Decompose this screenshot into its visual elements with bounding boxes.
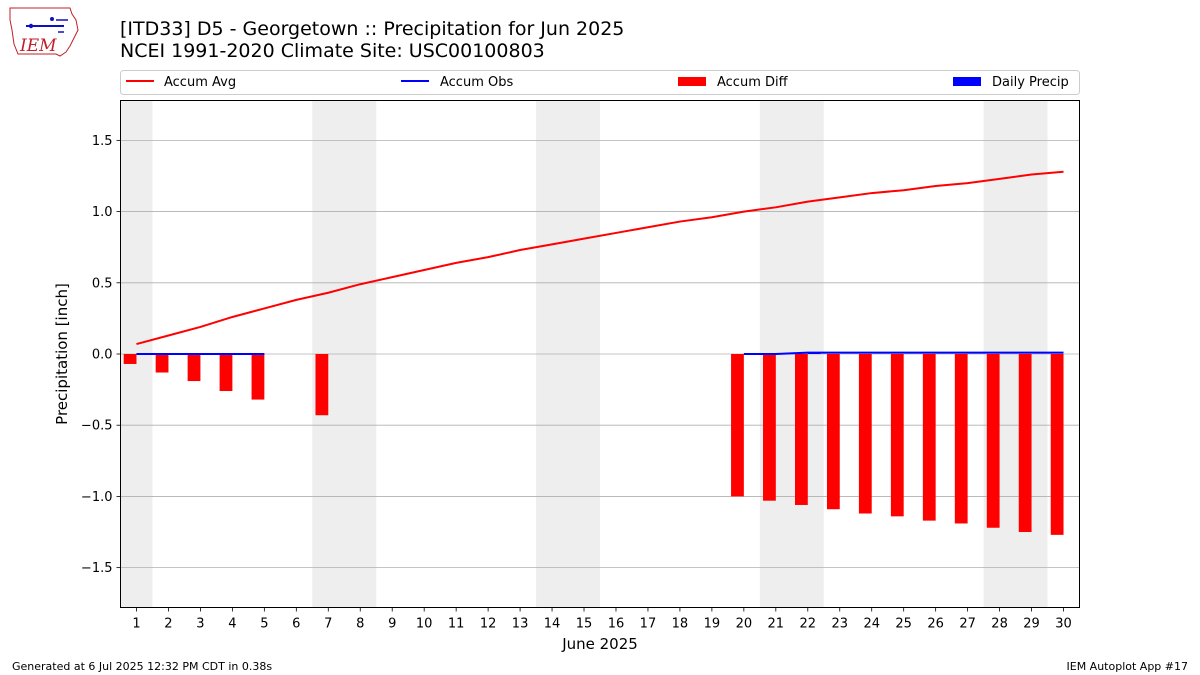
x-axis-ticks: 1 2 3 4 5 6 7 8 9 10 11 12 13 14 15 16 17 18 19 20 21 22 23 24 2… [132, 607, 1072, 632]
accum-diff-bar-day-2 [155, 354, 169, 373]
chart-title: [ITD33] D5 - Georgetown :: Precipitation… [120, 18, 624, 40]
app-credit: IEM Autoplot App #17 [1067, 660, 1189, 673]
x-tick-label: 3 [196, 617, 204, 632]
x-tick-label: 22 [800, 617, 817, 632]
y-tick-label: 0.0 [92, 348, 113, 363]
accum-obs-lines [136, 351, 1064, 355]
y-axis-ticks: −1.5 −1.0 −0.5 0.0 0.5 1.0 1.5 [81, 134, 121, 576]
generated-timestamp: Generated at 6 Jul 2025 12:32 PM CDT in … [12, 660, 272, 673]
x-tick-label: 14 [544, 617, 561, 632]
legend-item-accum-diff: Accum Diff [678, 75, 789, 90]
x-tick-label: 11 [448, 617, 465, 632]
x-tick-label: 1 [132, 617, 140, 632]
y-tick-label: 1.5 [92, 134, 113, 149]
legend-label-daily-precip: Daily Precip [992, 75, 1069, 90]
x-tick-label: 17 [640, 617, 657, 632]
accum-avg-line [136, 170, 1064, 345]
x-axis-label: June 2025 [561, 635, 638, 653]
accum-diff-bar-day-28 [986, 354, 1000, 528]
accum-diff-bars [123, 354, 1064, 535]
x-tick-label: 25 [895, 617, 912, 632]
legend-label-accum-avg: Accum Avg [164, 75, 236, 90]
accum-diff-bar-day-5 [251, 354, 265, 400]
x-tick-label: 6 [292, 617, 300, 632]
iem-logo: IEM [9, 7, 79, 57]
legend-item-accum-avg: Accum Avg [126, 75, 236, 90]
accum-diff-bar-day-4 [219, 354, 233, 392]
y-gridlines [120, 139, 1080, 569]
x-tick-label: 29 [1023, 617, 1040, 632]
accum-diff-bar-day-22 [794, 354, 808, 505]
x-tick-label: 20 [736, 617, 753, 632]
x-tick-label: 28 [991, 617, 1008, 632]
accum-diff-bar-day-7 [315, 354, 329, 416]
y-tick-label: −1.5 [81, 561, 113, 576]
legend-item-accum-obs: Accum Obs [401, 75, 513, 90]
x-tick-label: 8 [356, 617, 364, 632]
y-tick-label: 0.5 [92, 276, 113, 291]
accum-diff-bar-day-1 [123, 354, 137, 364]
chart-subtitle: NCEI 1991-2020 Climate Site: USC00100803 [120, 40, 545, 62]
accum-diff-bar-day-24 [858, 354, 872, 514]
accum-diff-bar-day-30 [1050, 354, 1064, 535]
x-tick-label: 5 [260, 617, 268, 632]
legend-label-accum-diff: Accum Diff [717, 75, 789, 90]
x-tick-label: 26 [927, 617, 944, 632]
x-tick-label: 7 [324, 617, 332, 632]
accum-diff-bar-day-20 [731, 354, 744, 497]
legend: Accum Avg Accum Obs Accum Diff Daily Pre… [120, 70, 1080, 95]
accum-diff-bar-day-21 [763, 354, 776, 501]
x-tick-label: 21 [768, 617, 785, 632]
logo-text: IEM [19, 36, 57, 56]
x-tick-label: 12 [480, 617, 497, 632]
x-tick-label: 19 [704, 617, 721, 632]
x-tick-label: 23 [831, 617, 848, 632]
y-tick-label: 1.0 [92, 205, 113, 220]
accum-diff-bar-day-23 [826, 354, 840, 510]
accum-diff-bar-day-25 [890, 354, 904, 517]
accum-obs-segment-1 [743, 351, 1064, 355]
accum-diff-bar-day-29 [1018, 354, 1032, 533]
accum-diff-bar-day-3 [187, 354, 201, 382]
x-tick-label: 30 [1055, 617, 1072, 632]
x-tick-label: 15 [576, 617, 593, 632]
legend-daily-bar-icon [953, 77, 981, 86]
x-tick-label: 27 [959, 617, 976, 632]
legend-label-accum-obs: Accum Obs [440, 75, 513, 90]
legend-item-daily-precip: Daily Precip [953, 75, 1069, 90]
accum-diff-bar-day-27 [954, 354, 968, 524]
y-tick-label: −1.0 [81, 490, 113, 505]
x-tick-label: 4 [228, 617, 236, 632]
x-tick-label: 18 [672, 617, 689, 632]
x-tick-label: 9 [388, 617, 396, 632]
x-tick-label: 2 [164, 617, 172, 632]
accum-diff-bar-day-26 [922, 354, 936, 521]
x-tick-label: 10 [416, 617, 433, 632]
y-axis-label: Precipitation [inch] [53, 283, 71, 425]
accum-avg-series [136, 170, 1064, 345]
x-tick-label: 16 [608, 617, 625, 632]
x-tick-label: 24 [863, 617, 880, 632]
legend-diff-bar-icon [678, 77, 706, 86]
x-tick-label: 13 [512, 617, 529, 632]
y-tick-label: −0.5 [81, 419, 113, 434]
legend-frame [120, 70, 1080, 95]
